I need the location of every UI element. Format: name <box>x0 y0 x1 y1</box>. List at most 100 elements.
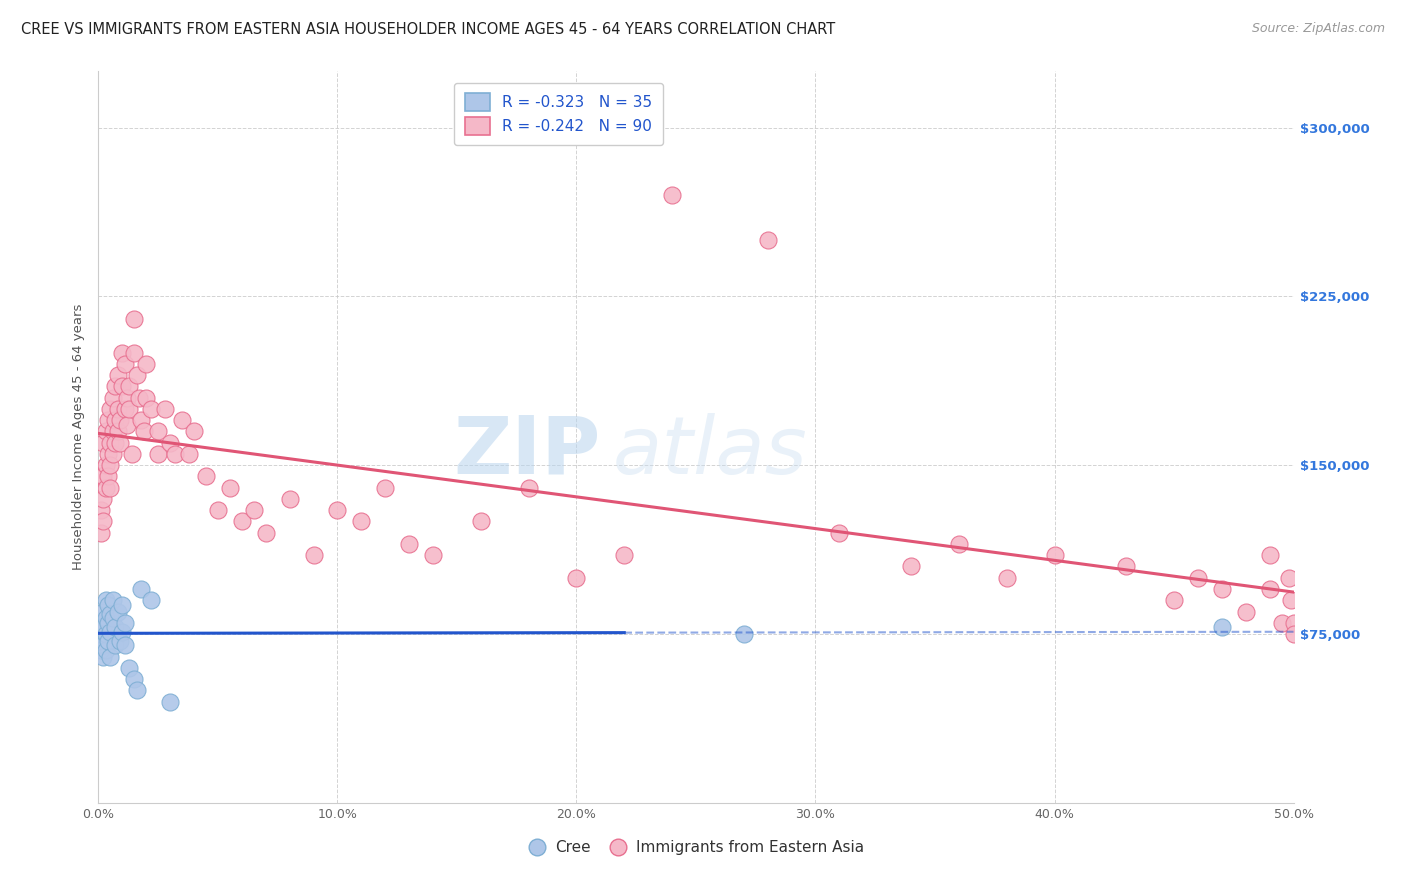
Point <box>326 503 349 517</box>
Point <box>94 593 117 607</box>
Point <box>108 413 131 427</box>
Point <box>1282 615 1305 630</box>
Point <box>98 481 122 495</box>
Point <box>132 425 155 439</box>
Point <box>159 694 181 708</box>
Point <box>104 413 127 427</box>
Point <box>97 447 120 461</box>
Point <box>900 559 922 574</box>
Point <box>94 611 117 625</box>
Point <box>91 605 114 619</box>
Point <box>94 627 117 641</box>
Point <box>131 582 153 596</box>
Point <box>101 611 124 625</box>
Point <box>98 435 122 450</box>
Point <box>91 469 114 483</box>
Point <box>135 357 157 371</box>
Point <box>91 638 114 652</box>
Point <box>118 401 141 416</box>
Point <box>756 233 779 247</box>
Point <box>114 357 136 371</box>
Point <box>114 615 136 630</box>
Point <box>163 447 186 461</box>
Point <box>613 548 636 562</box>
Point <box>350 515 373 529</box>
Text: atlas: atlas <box>613 413 807 491</box>
Text: CREE VS IMMIGRANTS FROM EASTERN ASIA HOUSEHOLDER INCOME AGES 45 - 64 YEARS CORRE: CREE VS IMMIGRANTS FROM EASTERN ASIA HOU… <box>21 22 835 37</box>
Point <box>111 345 134 359</box>
Point <box>98 458 122 473</box>
Point <box>128 391 150 405</box>
Point <box>374 481 396 495</box>
Point <box>97 615 120 630</box>
Point <box>219 481 242 495</box>
Point <box>1279 593 1302 607</box>
Point <box>1282 627 1305 641</box>
Point <box>1211 582 1233 596</box>
Point <box>1043 548 1066 562</box>
Point <box>97 413 120 427</box>
Point <box>111 624 134 639</box>
Point <box>90 469 112 483</box>
Point <box>661 188 683 202</box>
Point <box>398 537 420 551</box>
Point <box>98 649 122 664</box>
Point <box>948 537 970 551</box>
Point <box>104 379 127 393</box>
Point <box>107 368 129 383</box>
Point <box>1187 571 1209 585</box>
Point <box>94 642 117 657</box>
Point <box>91 620 114 634</box>
Point <box>124 345 146 359</box>
Point <box>98 624 122 639</box>
Point <box>517 481 540 495</box>
Point <box>125 368 148 383</box>
Point <box>114 401 136 416</box>
Point <box>125 683 148 698</box>
Point <box>90 615 112 630</box>
Point <box>101 391 124 405</box>
Point <box>94 425 117 439</box>
Point <box>104 638 127 652</box>
Point <box>108 435 131 450</box>
Point <box>107 605 129 619</box>
Point <box>207 503 229 517</box>
Point <box>107 401 129 416</box>
Point <box>1271 615 1294 630</box>
Point <box>121 447 143 461</box>
Point <box>995 571 1018 585</box>
Point <box>1163 593 1185 607</box>
Point <box>302 548 325 562</box>
Point <box>565 571 588 585</box>
Point <box>183 425 205 439</box>
Text: ZIP: ZIP <box>453 413 600 491</box>
Point <box>148 425 170 439</box>
Point <box>90 525 112 540</box>
Point <box>101 447 124 461</box>
Point <box>1234 605 1257 619</box>
Point <box>1258 548 1281 562</box>
Point <box>124 312 146 326</box>
Point <box>118 379 141 393</box>
Point <box>111 598 134 612</box>
Point <box>179 447 201 461</box>
Point <box>97 633 120 648</box>
Point <box>1278 571 1301 585</box>
Point <box>118 661 141 675</box>
Point <box>90 633 112 648</box>
Point <box>101 593 124 607</box>
Point <box>1115 559 1137 574</box>
Legend: Cree, Immigrants from Eastern Asia: Cree, Immigrants from Eastern Asia <box>522 834 870 861</box>
Point <box>470 515 492 529</box>
Point <box>159 435 181 450</box>
Point <box>97 469 120 483</box>
Point <box>243 503 266 517</box>
Point <box>135 391 157 405</box>
Point <box>91 515 114 529</box>
Point <box>422 548 444 562</box>
Point <box>139 593 162 607</box>
Point <box>90 503 112 517</box>
Point <box>131 413 153 427</box>
Point <box>94 458 117 473</box>
Point <box>91 491 114 506</box>
